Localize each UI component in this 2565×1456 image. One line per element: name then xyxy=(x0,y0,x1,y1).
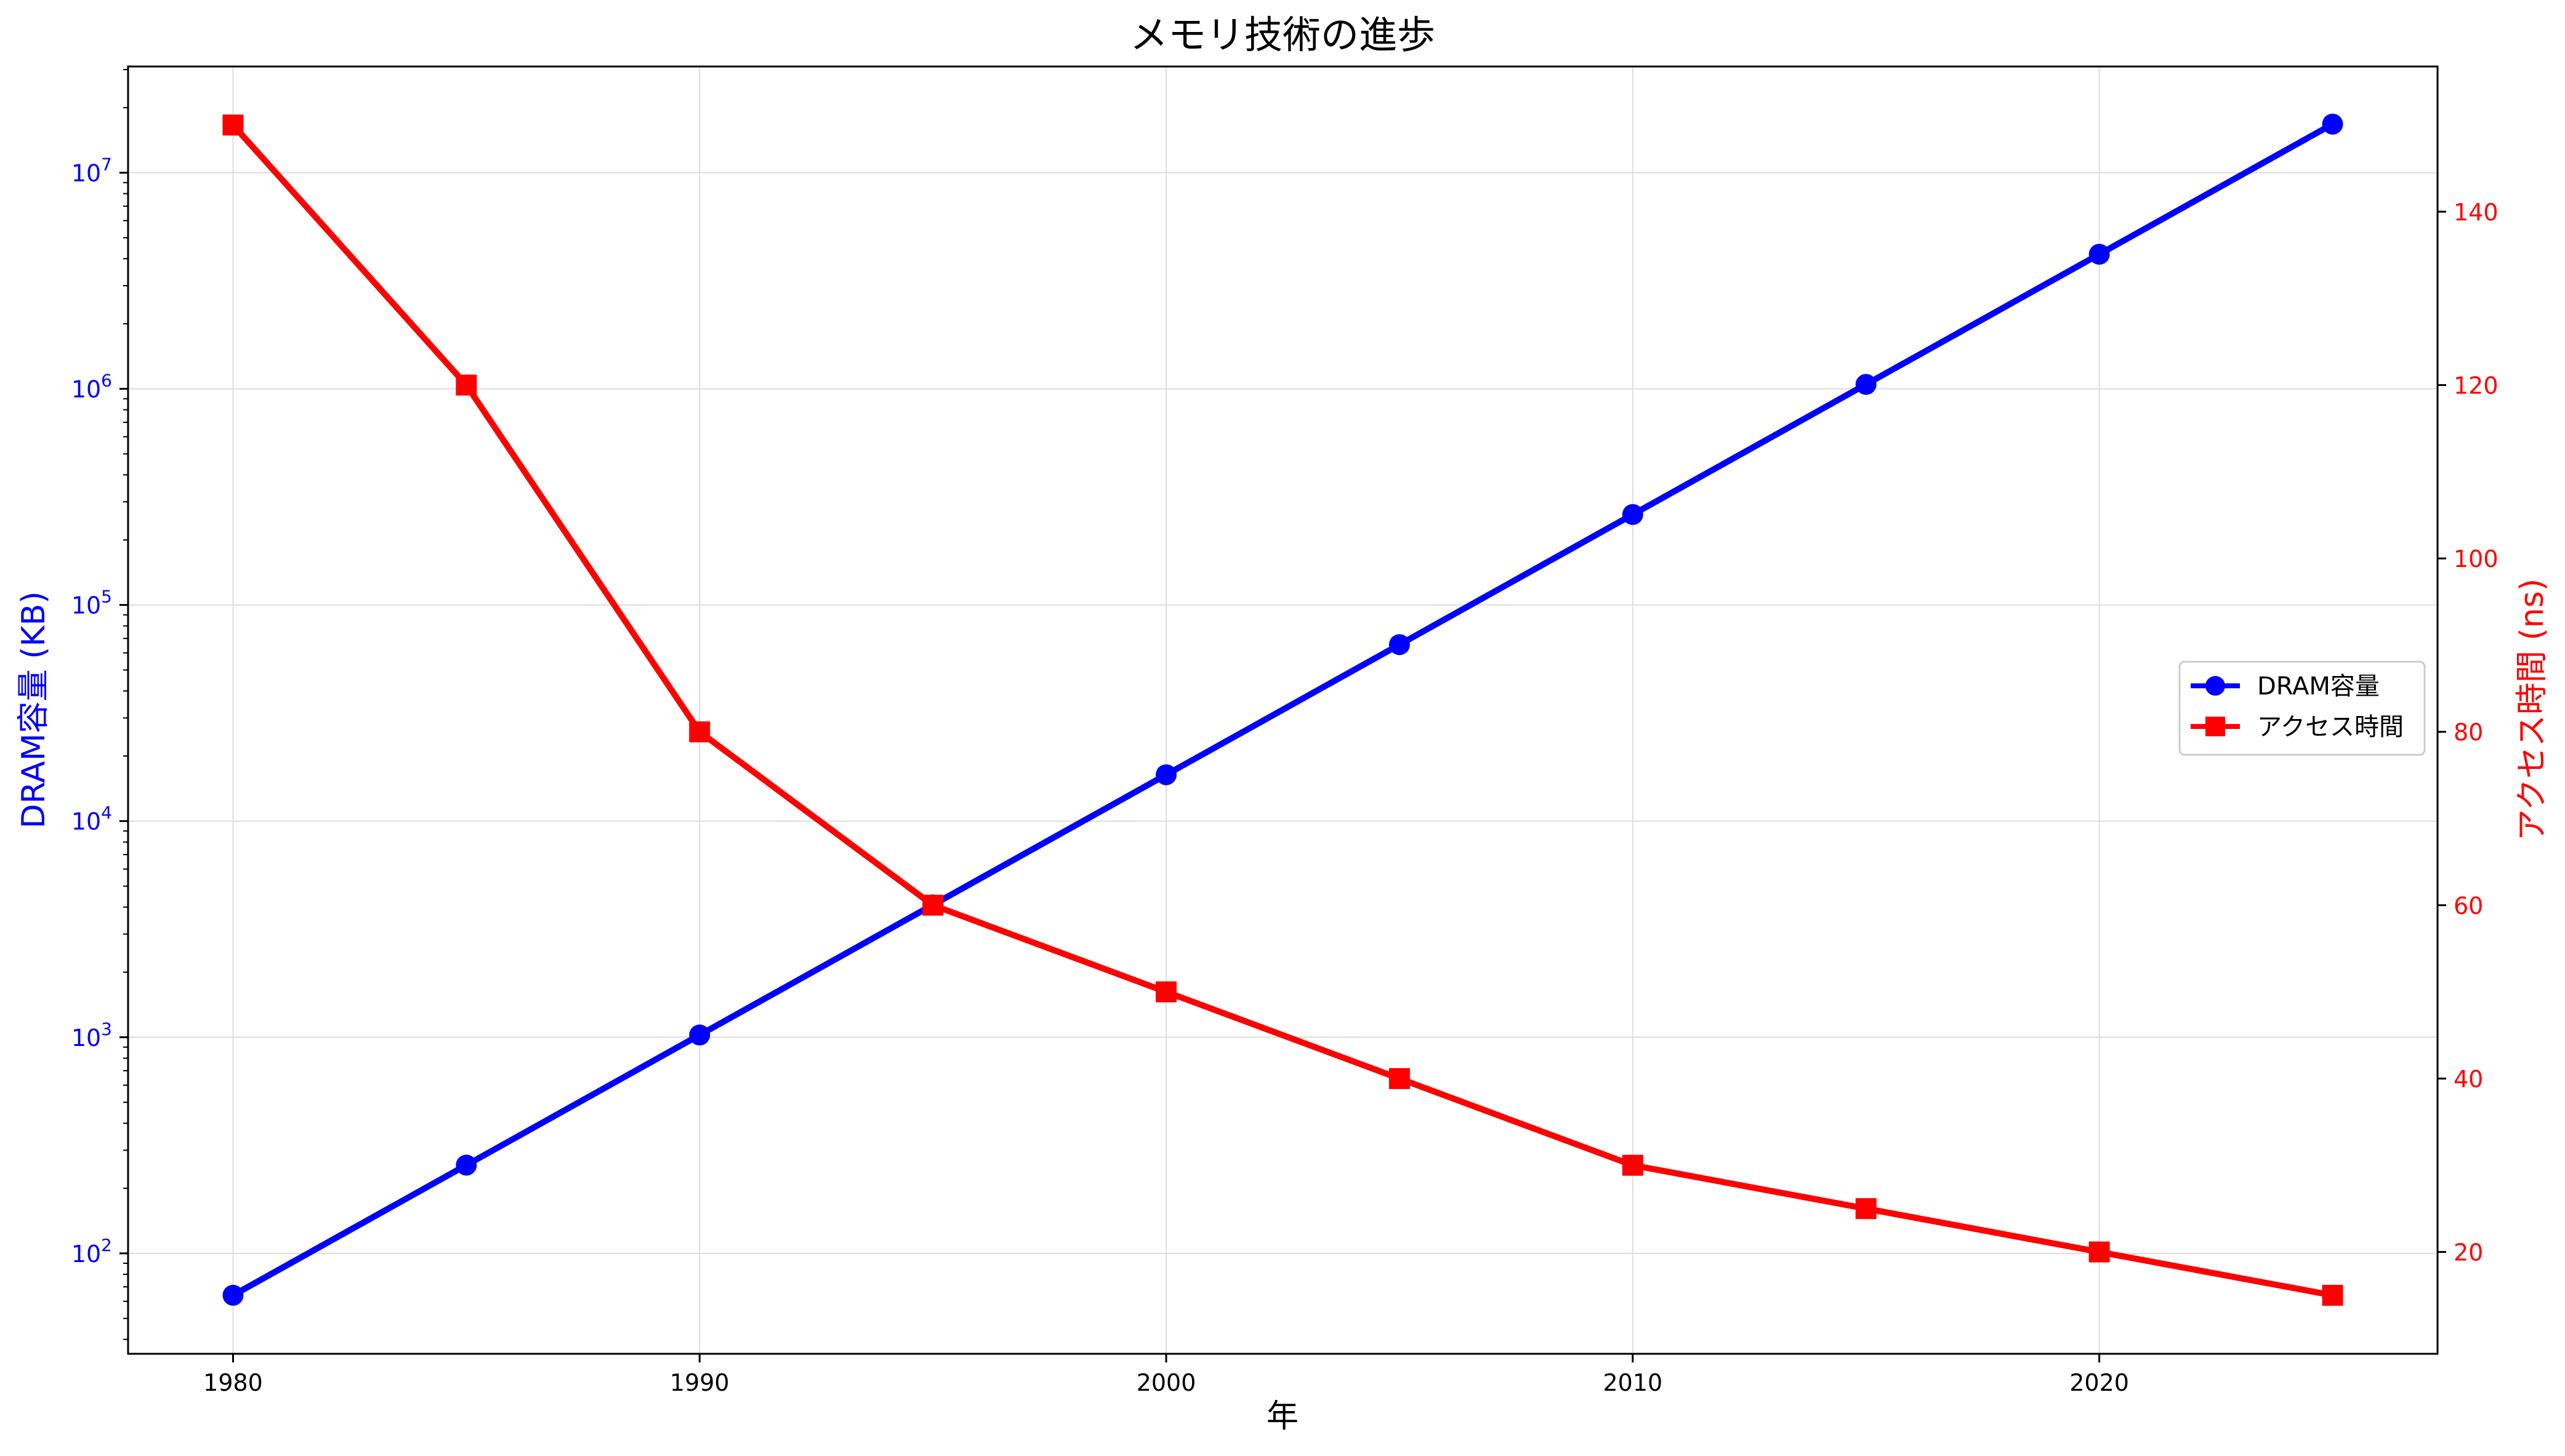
chart-title: メモリ技術の進歩 xyxy=(1130,12,1435,57)
x-tick-label: 2020 xyxy=(2069,1369,2129,1396)
data-point-circle xyxy=(689,1024,711,1046)
y-right-tick-label: 140 xyxy=(2454,199,2499,226)
y-axis-label-right: アクセス時間 (ns) xyxy=(2514,579,2551,842)
data-point-circle xyxy=(222,1284,244,1306)
data-point-square xyxy=(1622,1154,1643,1176)
data-point-square xyxy=(1855,1198,1877,1220)
plot-frame xyxy=(127,65,2439,1355)
y-right-tick-label: 120 xyxy=(2454,372,2499,399)
data-point-circle xyxy=(1388,634,1410,656)
data-point-circle xyxy=(456,1154,477,1176)
series-layer xyxy=(222,113,2343,1306)
data-point-circle xyxy=(1156,764,1177,786)
y-left-tick-label: 106 xyxy=(71,371,112,403)
data-point-square xyxy=(2088,1241,2110,1263)
series-line-0 xyxy=(230,121,2336,1298)
legend-marker-dram xyxy=(2205,676,2225,696)
y-left-tick-label: 105 xyxy=(71,587,112,619)
legend-label-dram: DRAM容量 xyxy=(2257,672,2380,701)
x-axis-label: 年 xyxy=(1266,1398,1299,1435)
x-tick-label: 1990 xyxy=(670,1369,730,1396)
data-point-square xyxy=(922,895,944,916)
grid-lines xyxy=(128,66,2438,1354)
data-point-square xyxy=(456,374,477,396)
y-left-tick-label: 102 xyxy=(71,1235,112,1268)
series-line-1 xyxy=(230,122,2336,1298)
x-tick-label: 2000 xyxy=(1137,1369,1196,1396)
y-left-tick-label: 107 xyxy=(71,155,112,187)
y-right-tick-label: 80 xyxy=(2454,719,2483,746)
legend-marker-access xyxy=(2205,717,2225,736)
y-left-tick-label: 103 xyxy=(71,1019,112,1052)
y-right-tick-label: 100 xyxy=(2454,545,2499,573)
y-axis-label-left: DRAM容量 (KB) xyxy=(15,591,52,828)
x-tick-label: 1980 xyxy=(203,1369,263,1396)
y-left-tick-label: 104 xyxy=(71,803,112,835)
y-right-tick-label: 60 xyxy=(2454,892,2483,919)
legend-box xyxy=(2178,661,2426,756)
data-point-circle xyxy=(1855,374,1877,395)
y-right-tick-label: 40 xyxy=(2454,1066,2483,1093)
data-point-square xyxy=(689,721,711,742)
axes-layer: 1980 1990 2000 2010 2020 102 103 104 105 106 107 20… xyxy=(71,68,2499,1396)
data-point-square xyxy=(2322,1284,2343,1306)
legend: DRAM容量 アクセス時間 xyxy=(2178,661,2426,756)
data-point-square xyxy=(1388,1068,1410,1089)
y-right-tick-label: 20 xyxy=(2454,1239,2483,1266)
data-point-square xyxy=(1156,981,1177,1003)
legend-label-access: アクセス時間 xyxy=(2257,713,2404,741)
data-point-circle xyxy=(1622,504,1643,525)
data-point-square xyxy=(222,115,244,136)
data-point-circle xyxy=(2322,113,2343,135)
x-tick-label: 2010 xyxy=(1603,1369,1662,1396)
data-point-circle xyxy=(2088,243,2110,265)
